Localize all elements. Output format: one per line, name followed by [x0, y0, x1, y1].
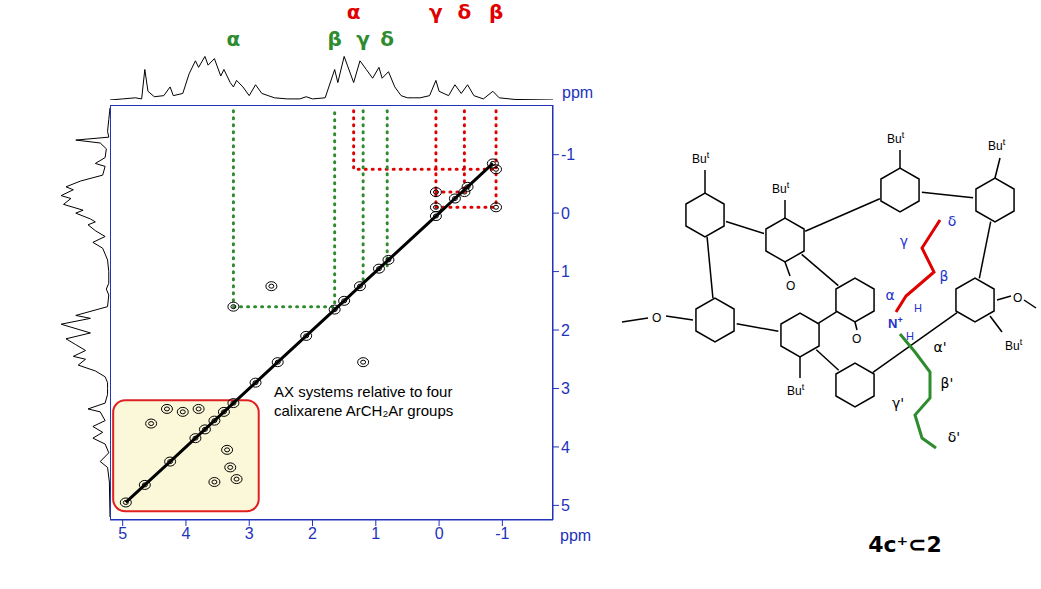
svg-text:2: 2 [308, 525, 317, 542]
svg-text:But: But [692, 150, 710, 166]
svg-text:N+: N+ [888, 315, 903, 331]
svg-text:γ: γ [429, 0, 443, 24]
svg-text:β: β [328, 27, 342, 51]
svg-text:1: 1 [371, 525, 380, 542]
svg-text:But: But [772, 180, 790, 196]
svg-text:But: But [1005, 337, 1023, 353]
svg-text:But: But [887, 130, 905, 146]
html-text:ppm: ppm [562, 84, 594, 101]
svg-text:But: But [988, 137, 1006, 153]
svg-text:O: O [786, 279, 795, 293]
svg-text:H: H [914, 302, 922, 314]
svg-text:0: 0 [435, 525, 444, 542]
svg-text:O: O [1013, 291, 1022, 305]
html-text:AX systems relative to four ca: AX systems relative to four calixarene A… [274, 383, 454, 419]
svg-text:5: 5 [561, 497, 570, 514]
svg-text:α: α [885, 287, 894, 303]
svg-text:O: O [652, 311, 661, 325]
svg-text:-1: -1 [561, 146, 575, 163]
svg-text:3: 3 [245, 525, 254, 542]
svg-text:4: 4 [561, 439, 570, 456]
svg-text:5: 5 [118, 525, 127, 542]
svg-text:δ: δ [458, 0, 472, 24]
svg-text:β: β [940, 268, 949, 284]
svg-text:β: β [489, 0, 503, 24]
svg-text:H: H [906, 330, 914, 342]
html-text:ppm: ppm [560, 527, 592, 544]
svg-text:O: O [852, 332, 861, 346]
svg-text:δ': δ' [948, 429, 960, 445]
svg-text:γ: γ [900, 233, 908, 249]
svg-text:0: 0 [561, 205, 570, 222]
svg-text:α: α [227, 27, 241, 51]
svg-text:-1: -1 [495, 525, 509, 542]
svg-text:δ: δ [948, 213, 957, 229]
svg-text:γ: γ [356, 27, 370, 51]
svg-text:But: But [787, 382, 805, 398]
svg-text:δ: δ [380, 27, 394, 51]
svg-text:β': β' [941, 375, 954, 391]
svg-text:α: α [347, 0, 361, 24]
svg-text:3: 3 [561, 380, 570, 397]
svg-text:4c⁺⊂2: 4c⁺⊂2 [868, 532, 942, 557]
svg-text:α': α' [933, 339, 946, 355]
svg-text:2: 2 [561, 322, 570, 339]
svg-text:1: 1 [561, 263, 570, 280]
svg-text:4: 4 [181, 525, 190, 542]
svg-text:γ': γ' [892, 395, 904, 411]
